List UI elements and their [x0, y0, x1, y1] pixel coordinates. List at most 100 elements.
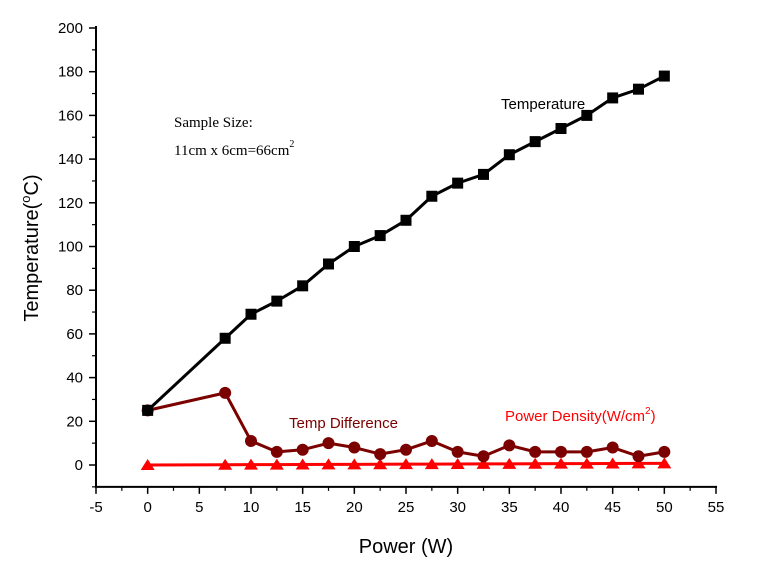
data-point-circle	[580, 445, 593, 458]
data-point-triangle	[528, 457, 543, 469]
data-point-triangle	[218, 458, 233, 470]
y-tick-label: 180	[58, 64, 83, 81]
data-point-triangle	[502, 457, 517, 469]
data-point-triangle	[476, 457, 491, 469]
data-point-circle	[348, 441, 361, 454]
data-point-triangle	[140, 459, 155, 470]
series-temp-difference	[141, 386, 671, 463]
data-point-square	[581, 109, 593, 121]
data-point-square	[374, 230, 386, 242]
data-point-triangle	[450, 458, 465, 470]
data-point-square	[400, 214, 412, 226]
x-tick-label: 45	[604, 499, 621, 516]
x-tick-label: -5	[89, 499, 102, 516]
data-point-square	[503, 149, 515, 161]
y-tick-label: 100	[58, 239, 83, 256]
x-tick-label: 55	[708, 499, 725, 516]
data-point-square	[219, 332, 231, 344]
x-tick-label: 5	[195, 499, 203, 516]
data-point-square	[297, 280, 309, 292]
y-tick-label: 60	[66, 326, 83, 343]
y-tick-label: 160	[58, 107, 83, 124]
data-point-triangle	[554, 457, 568, 469]
data-point-triangle	[424, 458, 439, 470]
data-point-circle	[270, 445, 283, 458]
data-point-circle	[658, 445, 671, 458]
y-axis-title-end: C)	[21, 174, 43, 195]
series-layer	[140, 70, 672, 470]
data-point-triangle	[399, 458, 413, 470]
y-tick-label: 40	[66, 370, 83, 387]
power-density-series-label: Power Density(W/cm2)	[505, 406, 656, 425]
series-temperature	[142, 70, 670, 416]
data-point-circle	[503, 439, 516, 452]
data-point-circle	[296, 443, 309, 456]
data-point-circle	[451, 445, 464, 458]
x-tick-label: 40	[553, 499, 570, 516]
data-point-square	[633, 83, 644, 95]
temperature-series-label: Temperature	[501, 96, 585, 113]
data-point-triangle	[605, 457, 620, 469]
data-point-triangle	[631, 457, 646, 469]
data-point-square	[607, 92, 619, 104]
data-point-circle	[477, 450, 490, 463]
data-point-square	[271, 295, 283, 307]
y-tick-label: 200	[58, 20, 83, 37]
x-tick-label: 35	[501, 499, 518, 516]
data-point-circle	[529, 445, 542, 458]
x-tick-label: 15	[294, 499, 311, 516]
y-tick-label: 120	[58, 195, 83, 212]
x-tick-label: 25	[398, 499, 415, 516]
y-axis-title: Temperature(oC)	[18, 174, 43, 321]
data-point-triangle	[244, 458, 258, 470]
y-axis-title-main: Temperature(	[21, 202, 43, 321]
data-point-triangle	[579, 457, 594, 469]
y-tick-label: 0	[75, 457, 83, 474]
data-point-square	[245, 308, 257, 320]
data-point-triangle	[295, 458, 310, 470]
data-point-triangle	[347, 458, 362, 470]
data-point-square	[142, 404, 154, 416]
y-axis-title-sup: o	[18, 195, 33, 202]
x-axis-title: Power (W)	[359, 536, 453, 558]
data-point-square	[478, 168, 489, 180]
data-point-circle	[606, 441, 619, 454]
sample-size-superscript: 2	[289, 139, 294, 150]
sample-size-text: 11cm x 6cm=66cm	[174, 143, 290, 159]
power-density-superscript: 2	[645, 406, 651, 417]
data-point-circle	[374, 448, 387, 461]
y-tick-label: 140	[58, 151, 83, 168]
data-point-triangle	[321, 458, 336, 470]
data-point-circle	[245, 434, 257, 447]
data-point-square	[658, 70, 670, 82]
data-point-triangle	[269, 458, 284, 470]
series-power-density-w-cm2	[140, 457, 672, 470]
data-point-square	[529, 136, 541, 148]
data-point-triangle	[373, 458, 388, 470]
data-point-square	[555, 123, 567, 135]
power-density-text: Power Density(W/cm	[505, 408, 645, 425]
data-point-circle	[555, 445, 567, 458]
data-point-triangle	[657, 457, 672, 469]
sample-size-line1: Sample Size:	[174, 115, 253, 131]
axes: -5 0 5 10 15 20 25 30 35 40 45 50 55 0 20 40 60 80 100 120 1…	[58, 20, 724, 516]
data-point-circle	[400, 443, 412, 456]
x-tick-label: 30	[449, 499, 466, 516]
data-point-square	[348, 241, 360, 252]
data-point-circle	[322, 437, 335, 450]
x-tick-label: 20	[346, 499, 363, 516]
x-tick-label: 10	[243, 499, 260, 516]
sample-size-line2: 11cm x 6cm=66cm2	[174, 139, 294, 159]
data-point-circle	[632, 450, 645, 463]
y-tick-label: 80	[66, 282, 83, 299]
x-tick-label: 50	[656, 499, 673, 516]
temp-difference-series-label: Temp Difference	[289, 415, 398, 432]
data-point-square	[323, 258, 334, 270]
data-point-circle	[425, 434, 438, 447]
data-point-square	[426, 190, 438, 202]
y-tick-label: 20	[66, 413, 83, 430]
x-tick-label: 0	[143, 499, 151, 516]
data-point-square	[452, 177, 464, 189]
data-point-circle	[219, 386, 232, 399]
